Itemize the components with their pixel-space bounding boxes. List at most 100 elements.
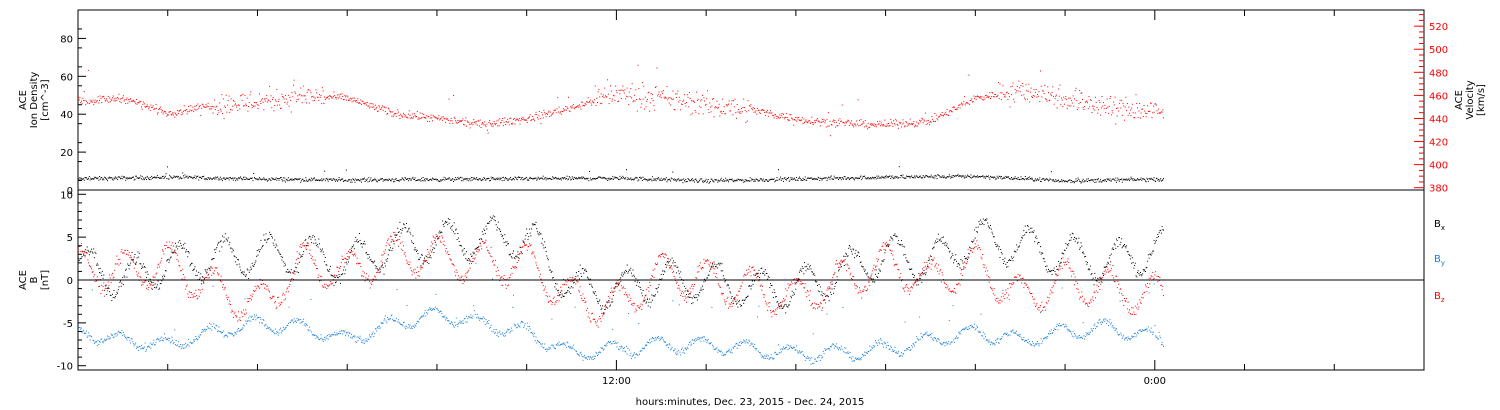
velocity-point [615, 90, 617, 92]
velocity-point [602, 96, 604, 98]
density-point [494, 179, 496, 181]
bx-point [424, 257, 425, 259]
density-point [607, 177, 609, 179]
bx-point [944, 244, 946, 246]
density-point [1145, 180, 1146, 182]
velocity-point [632, 101, 634, 103]
bx-point [1011, 257, 1013, 259]
velocity-point [112, 97, 113, 99]
bx-point [195, 274, 197, 276]
density-point [719, 180, 721, 182]
velocity-point [636, 110, 638, 112]
bx-point [794, 283, 796, 285]
density-point [712, 180, 714, 182]
density-point [692, 180, 694, 182]
velocity-point [900, 121, 902, 123]
bx-point [562, 295, 564, 297]
density-point [888, 176, 889, 178]
by-point [347, 331, 349, 333]
velocity-point [428, 116, 430, 118]
velocity-point [172, 114, 174, 116]
density-point [783, 180, 784, 182]
velocity-point [1071, 102, 1073, 104]
velocity-point [901, 126, 902, 128]
bx-point [1020, 239, 1022, 241]
density-point [699, 178, 701, 180]
velocity-point [630, 88, 632, 90]
density-point [1016, 178, 1018, 180]
bx-point [237, 259, 239, 260]
bx-point [379, 271, 381, 273]
velocity-point [259, 100, 261, 102]
velocity-point [404, 116, 406, 118]
density-point [217, 179, 219, 181]
bx-point [942, 242, 944, 244]
bx-point [1107, 261, 1109, 263]
density-point [985, 177, 986, 179]
density-point [1043, 178, 1045, 180]
velocity-point [830, 124, 832, 125]
velocity-point [225, 94, 227, 96]
velocity-point [721, 112, 723, 114]
bx-point [206, 269, 208, 271]
density-point [738, 179, 740, 181]
velocity-point [439, 119, 441, 121]
by-point [201, 331, 203, 333]
by-point [335, 334, 336, 336]
density-point [724, 180, 726, 182]
by-point [369, 336, 371, 338]
bx-point [692, 302, 694, 304]
by-point [339, 330, 341, 332]
density-point [1054, 181, 1056, 183]
density-point [328, 178, 330, 180]
by-point [377, 326, 379, 327]
density-point [1119, 179, 1121, 181]
bx-point [974, 229, 976, 231]
velocity-point [948, 111, 950, 113]
density-point [92, 178, 94, 179]
density-point [207, 177, 209, 179]
density-point [127, 177, 129, 179]
density-point [480, 179, 482, 181]
density-point [505, 178, 507, 180]
bx-point [207, 274, 209, 276]
by-point [356, 336, 358, 338]
bx-point [393, 243, 395, 245]
density-point [502, 177, 504, 179]
density-point [706, 182, 708, 184]
density-point [632, 178, 634, 180]
velocity-point [186, 113, 188, 115]
density-point [463, 178, 465, 180]
density-point [995, 178, 997, 180]
velocity-point [411, 117, 412, 119]
velocity-point [247, 110, 249, 112]
velocity-point [1026, 90, 1028, 92]
velocity-point [929, 124, 931, 126]
velocity-point [451, 120, 453, 122]
bx-point [219, 250, 221, 252]
density-point [301, 178, 303, 180]
by-point [335, 334, 337, 336]
bx-point [270, 233, 272, 235]
velocity-point [531, 119, 533, 121]
density-point [898, 166, 900, 168]
bx-point [1158, 232, 1160, 234]
by-point [155, 341, 157, 343]
velocity-point [196, 108, 198, 110]
density-point [172, 177, 174, 179]
bx-point [1141, 275, 1143, 277]
density-point [680, 179, 682, 181]
density-point [1126, 179, 1128, 181]
bx-point [146, 276, 147, 278]
by-point [97, 340, 99, 342]
velocity-point [1119, 99, 1121, 101]
velocity-point [639, 99, 641, 101]
density-point [1116, 179, 1118, 181]
density-point [310, 180, 312, 182]
by-point [429, 307, 431, 309]
density-point [792, 179, 794, 181]
velocity-point [177, 112, 179, 114]
density-point [359, 180, 361, 182]
velocity-point [580, 108, 582, 110]
velocity-point [1019, 87, 1020, 89]
